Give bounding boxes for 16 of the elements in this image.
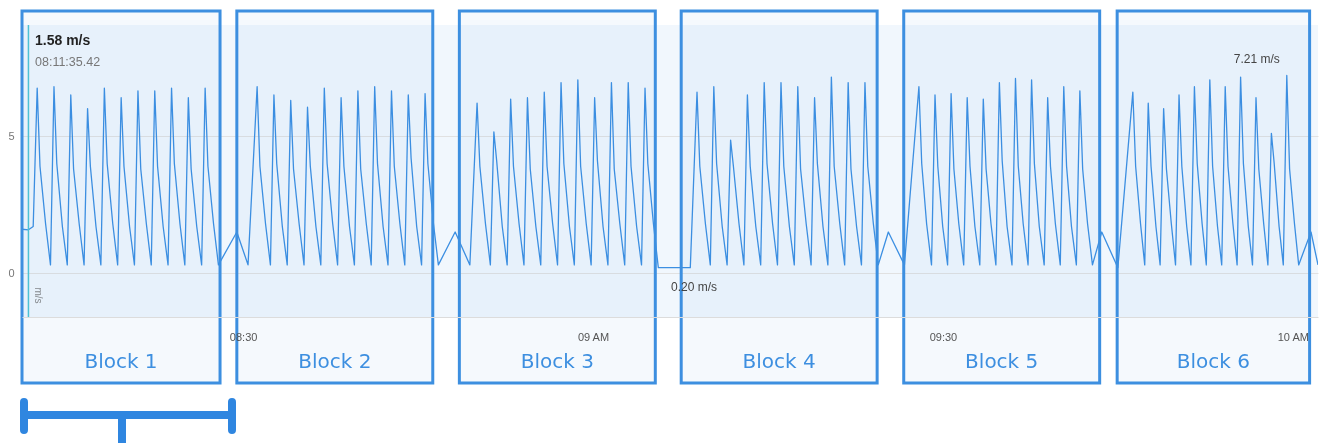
x-tick-label: 10 AM [1277, 330, 1309, 343]
y-axis-title: m/s [32, 287, 44, 304]
annotation: 7.21 m/s [1233, 52, 1280, 67]
line-series [22, 74, 1318, 269]
band-label: Block 3 [520, 349, 594, 373]
annotation: 1.58 m/s [35, 32, 91, 48]
band-label: Block 2 [298, 349, 372, 373]
band-label: Block 4 [742, 349, 816, 373]
annotation: 08:11:35.42 [35, 55, 101, 69]
x-tick-label: 09 AM [577, 330, 610, 343]
band-label: Block 6 [1176, 349, 1250, 373]
y-tick-label: 5 [8, 129, 15, 142]
x-tick-label: 09:30 [929, 330, 958, 343]
y-tick-label: 0 [8, 266, 15, 279]
band-label: Block 5 [965, 349, 1039, 373]
band-label: Block 1 [84, 349, 158, 373]
